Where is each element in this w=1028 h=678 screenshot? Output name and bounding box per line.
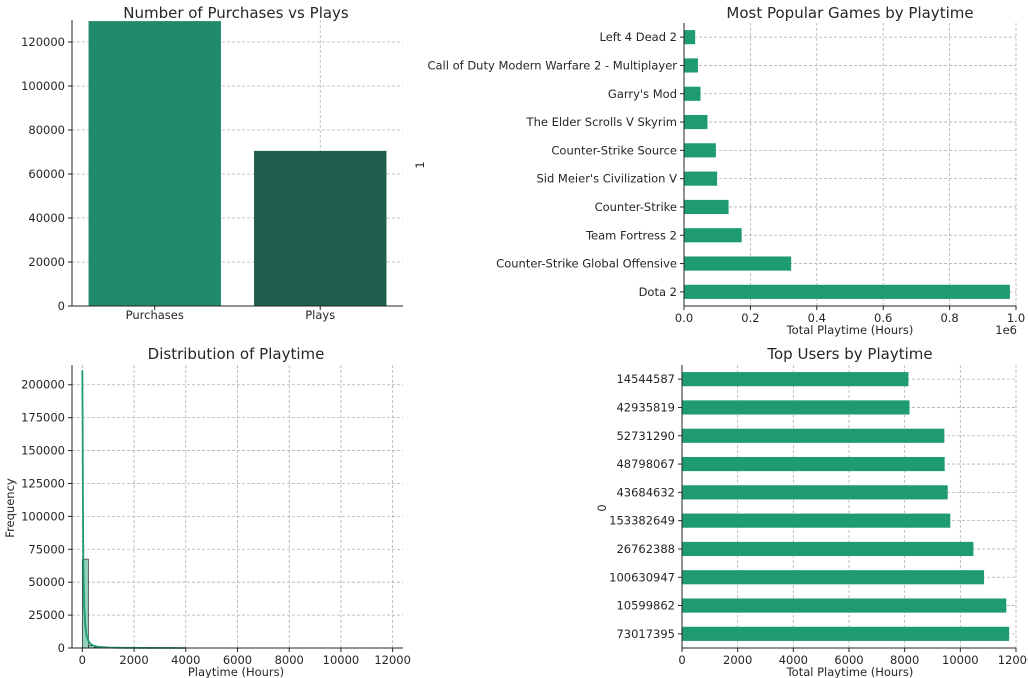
x-axis-label: Playtime (Hours) — [188, 665, 284, 678]
y-tick-label: Counter-Strike Source — [551, 143, 677, 157]
x-tick-label: 0.4 — [808, 311, 826, 325]
bar-purchases — [88, 21, 221, 306]
bar — [682, 513, 951, 528]
x-tick-label: 0.8 — [940, 311, 958, 325]
bar — [684, 58, 698, 73]
y-tick-label: 20000 — [28, 255, 65, 269]
y-tick-label: 153382649 — [609, 514, 675, 528]
bar — [684, 228, 742, 243]
bar — [684, 256, 792, 271]
y-tick-label: Sid Meier's Civilization V — [536, 172, 677, 186]
x-tick-label: 12000 — [374, 653, 411, 667]
y-tick-label: Counter-Strike Global Offensive — [496, 257, 677, 271]
bar — [682, 428, 945, 443]
y-axis-label: 0 — [595, 504, 609, 511]
bar — [682, 456, 945, 472]
y-tick-label: 100630947 — [609, 570, 675, 584]
y-tick-label: 48798067 — [616, 457, 675, 471]
x-tick-label: 10000 — [942, 653, 979, 667]
y-tick-label: 0 — [58, 299, 65, 313]
x-tick-label: 2000 — [119, 653, 148, 667]
chart-playtime-distribution: Distribution of Playtime Playtime (Hours… — [3, 345, 411, 678]
x-tick-label: Purchases — [126, 308, 184, 322]
y-tick-label: 125000 — [21, 476, 65, 490]
chart-title: Top Users by Playtime — [766, 345, 932, 363]
y-tick-label: 80000 — [28, 123, 65, 137]
x-tick-label: 10000 — [323, 653, 360, 667]
x-tick-label: 12000 — [998, 653, 1028, 667]
chart-title: Number of Purchases vs Plays — [123, 4, 349, 22]
x-tick-label: 0.0 — [675, 311, 693, 325]
y-tick-label: 0 — [58, 641, 65, 655]
bar — [682, 400, 910, 415]
bar — [684, 86, 701, 101]
x-tick-label: 2000 — [723, 653, 752, 667]
y-tick-label: 175000 — [21, 411, 65, 425]
x-tick-label: Plays — [305, 308, 335, 322]
y-tick-label: 10599862 — [616, 599, 675, 613]
bar — [682, 570, 985, 585]
y-tick-label: 100000 — [21, 509, 65, 523]
y-tick-label: 100000 — [21, 79, 65, 93]
y-axis-label: Frequency — [3, 478, 17, 538]
y-tick-label: 73017395 — [616, 627, 675, 641]
y-tick-label: 50000 — [28, 575, 65, 589]
y-tick-label: Left 4 Dead 2 — [599, 30, 677, 44]
x-tick-label: 1.0 — [1007, 311, 1025, 325]
chart-popular-games: Most Popular Games by Playtime Total Pla… — [413, 4, 1025, 337]
x-tick-label: 6000 — [834, 653, 863, 667]
y-tick-label: Dota 2 — [639, 285, 677, 299]
y-tick-label: 200000 — [21, 378, 65, 392]
chart-purchases-vs-plays: Number of Purchases vs Plays 0 20000 40000… — [21, 4, 403, 322]
y-tick-label: 14544587 — [616, 372, 675, 386]
y-tick-label: Counter-Strike — [595, 200, 677, 214]
chart-title: Most Popular Games by Playtime — [726, 4, 973, 22]
x-tick-label: 0 — [79, 653, 86, 667]
chart-top-users: Top Users by Playtime Total Playtime (Ho… — [595, 345, 1028, 678]
x-tick-label: 0 — [678, 653, 685, 667]
y-tick-label: 120000 — [21, 35, 65, 49]
y-axis-label: 1 — [413, 161, 427, 168]
bar — [684, 114, 708, 130]
x-tick-label: 0.2 — [741, 311, 759, 325]
y-tick-label: 26762388 — [616, 542, 675, 556]
y-tick-label: 25000 — [28, 608, 65, 622]
y-tick-label: Garry's Mod — [608, 87, 677, 101]
bar-plays — [254, 150, 387, 306]
x-axis-label: Total Playtime (Hours) — [786, 665, 914, 678]
bar — [682, 372, 909, 387]
y-tick-label: 60000 — [28, 167, 65, 181]
bar — [684, 171, 718, 186]
y-tick-label: Call of Duty Modern Warfare 2 - Multipla… — [427, 58, 677, 72]
bar — [684, 199, 729, 215]
x-tick-label: 6000 — [223, 653, 252, 667]
y-tick-label: 42935819 — [616, 400, 675, 414]
y-tick-label: 40000 — [28, 211, 65, 225]
bar — [682, 598, 1007, 613]
bar — [682, 485, 948, 500]
x-axis-label: Total Playtime (Hours) — [786, 323, 914, 337]
x-offset-text: 1e6 — [995, 323, 1017, 337]
y-tick-label: 75000 — [28, 542, 65, 556]
y-tick-label: Team Fortress 2 — [585, 228, 677, 242]
x-tick-label: 8000 — [275, 653, 304, 667]
x-tick-label: 8000 — [890, 653, 919, 667]
y-tick-label: 52731290 — [616, 429, 675, 443]
bar — [682, 541, 974, 557]
bar — [682, 626, 1010, 641]
bar — [684, 143, 716, 158]
bar — [684, 30, 696, 45]
y-tick-label: The Elder Scrolls V Skyrim — [526, 115, 677, 129]
x-tick-label: 4000 — [171, 653, 200, 667]
x-tick-label: 0.6 — [874, 311, 892, 325]
bar — [684, 284, 1010, 299]
y-tick-label: 150000 — [21, 444, 65, 458]
y-tick-label: 43684632 — [616, 485, 675, 499]
x-tick-label: 4000 — [779, 653, 808, 667]
chart-title: Distribution of Playtime — [148, 345, 325, 363]
